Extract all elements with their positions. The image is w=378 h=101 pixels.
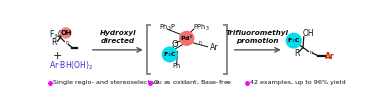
Text: Pd$^{\rm II}$: Pd$^{\rm II}$ [180, 33, 194, 43]
Text: R: R [51, 38, 57, 47]
Text: $\mathsf{_n}$: $\mathsf{_n}$ [65, 39, 70, 47]
Text: Ar: Ar [325, 52, 334, 60]
Text: PPh$_3$: PPh$_3$ [193, 23, 210, 33]
Text: Ar·BH(OH)$_2$: Ar·BH(OH)$_2$ [49, 59, 93, 72]
Text: F$_3$C: F$_3$C [49, 29, 64, 42]
Text: 42 examples, up to 96% yield: 42 examples, up to 96% yield [250, 80, 346, 85]
Text: O$_2$ as oxidant, Base-free: O$_2$ as oxidant, Base-free [153, 79, 233, 87]
Circle shape [287, 33, 301, 48]
Text: $\mathsf{_n}$: $\mathsf{_n}$ [309, 49, 314, 57]
Text: Hydroxyl
directed: Hydroxyl directed [99, 30, 136, 44]
Text: OH: OH [303, 29, 314, 38]
Text: Ph: Ph [172, 63, 181, 69]
Circle shape [61, 28, 71, 38]
Text: +: + [53, 51, 62, 61]
Text: Ph$_3$P: Ph$_3$P [159, 23, 176, 33]
Text: Single regio- and stereoselective: Single regio- and stereoselective [53, 80, 160, 85]
Text: R: R [294, 49, 299, 58]
Text: OH: OH [60, 30, 71, 36]
Circle shape [180, 31, 194, 45]
Text: Trifluoromethyl
promotion: Trifluoromethyl promotion [226, 30, 289, 44]
Circle shape [162, 47, 177, 62]
Text: F$_3$C: F$_3$C [287, 36, 301, 45]
Text: $\mathsf{_n}$: $\mathsf{_n}$ [198, 40, 202, 47]
Text: O: O [172, 40, 178, 49]
Text: F$_3$C: F$_3$C [163, 50, 177, 59]
Text: Ar: Ar [210, 43, 218, 52]
